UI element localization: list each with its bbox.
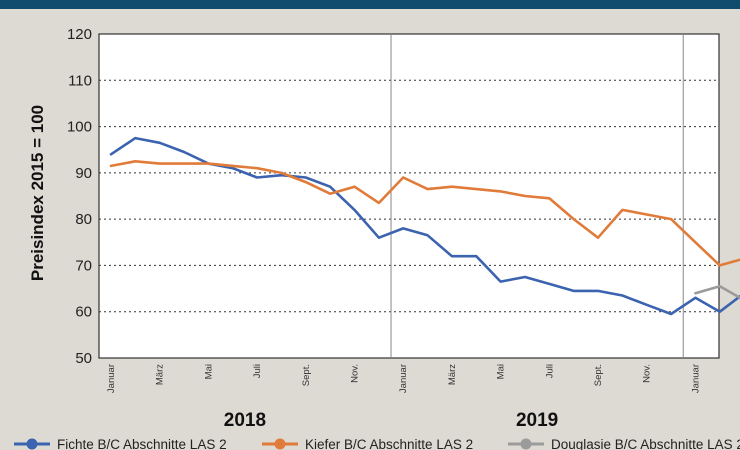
x-tick-label: Sept. (593, 364, 604, 386)
y-tick-label: 100 (67, 119, 92, 136)
series-lines (109, 136, 740, 316)
legend-label: Douglasie B/C Abschnitte LAS 2 (551, 437, 740, 450)
year-separators (390, 34, 684, 358)
y-tick-label: 110 (68, 72, 92, 89)
legend-swatch-marker (274, 438, 286, 450)
legend: Fichte B/C Abschnitte LAS 2 Kiefer B/C Ab… (14, 437, 740, 450)
x-tick-label: Juli (544, 364, 555, 378)
x-tick-label: Nov. (350, 364, 361, 383)
header-bar (0, 0, 740, 9)
x-tick-label: Mai (203, 364, 214, 379)
y-tick-label: 90 (75, 165, 92, 182)
x-tick-label: Juli (252, 364, 263, 378)
legend-label: Fichte B/C Abschnitte LAS 2 (57, 437, 227, 450)
y-tick-labels: 50 60 70 80 90 100 110 120 (67, 26, 92, 367)
x-tick-label: Nov. (642, 364, 653, 383)
year-labels: 201820192020202122 (224, 410, 558, 431)
x-tick-label: Mai (496, 364, 507, 379)
y-tick-label: 60 (75, 304, 92, 321)
x-tick-label: Januar (690, 364, 701, 393)
x-tick-label: Sept. (301, 364, 312, 386)
series-line-2 (109, 160, 740, 267)
y-axis-title: Preisindex 2015 = 100 (28, 105, 47, 281)
x-tick-labels: Januar März Mai Juli Sept. Nov. Januar März Mai J… (106, 364, 740, 393)
x-tick-label: März (155, 364, 166, 385)
y-tick-label: 50 (75, 350, 92, 367)
legend-swatch-marker (26, 438, 38, 450)
y-tick-label: 120 (67, 26, 92, 43)
series-line-1 (109, 136, 740, 316)
y-tick-label: 80 (75, 211, 92, 228)
legend-label: Kiefer B/C Abschnitte LAS 2 (305, 437, 473, 450)
x-tick-label: Januar (106, 364, 117, 393)
legend-item-1: Fichte B/C Abschnitte LAS 2 (14, 437, 227, 450)
year-label: 2018 (224, 410, 266, 431)
axes (98, 33, 720, 359)
legend-item-3: Douglasie B/C Abschnitte LAS 2 (508, 437, 740, 450)
plot-area (98, 33, 720, 359)
x-tick-label: März (447, 364, 458, 385)
legend-swatch-marker (520, 438, 532, 450)
legend-item-2: Kiefer B/C Abschnitte LAS 2 (262, 437, 473, 450)
x-tick-label: Januar (398, 364, 409, 393)
year-label: 2019 (516, 410, 558, 431)
y-tick-label: 70 (75, 257, 92, 274)
